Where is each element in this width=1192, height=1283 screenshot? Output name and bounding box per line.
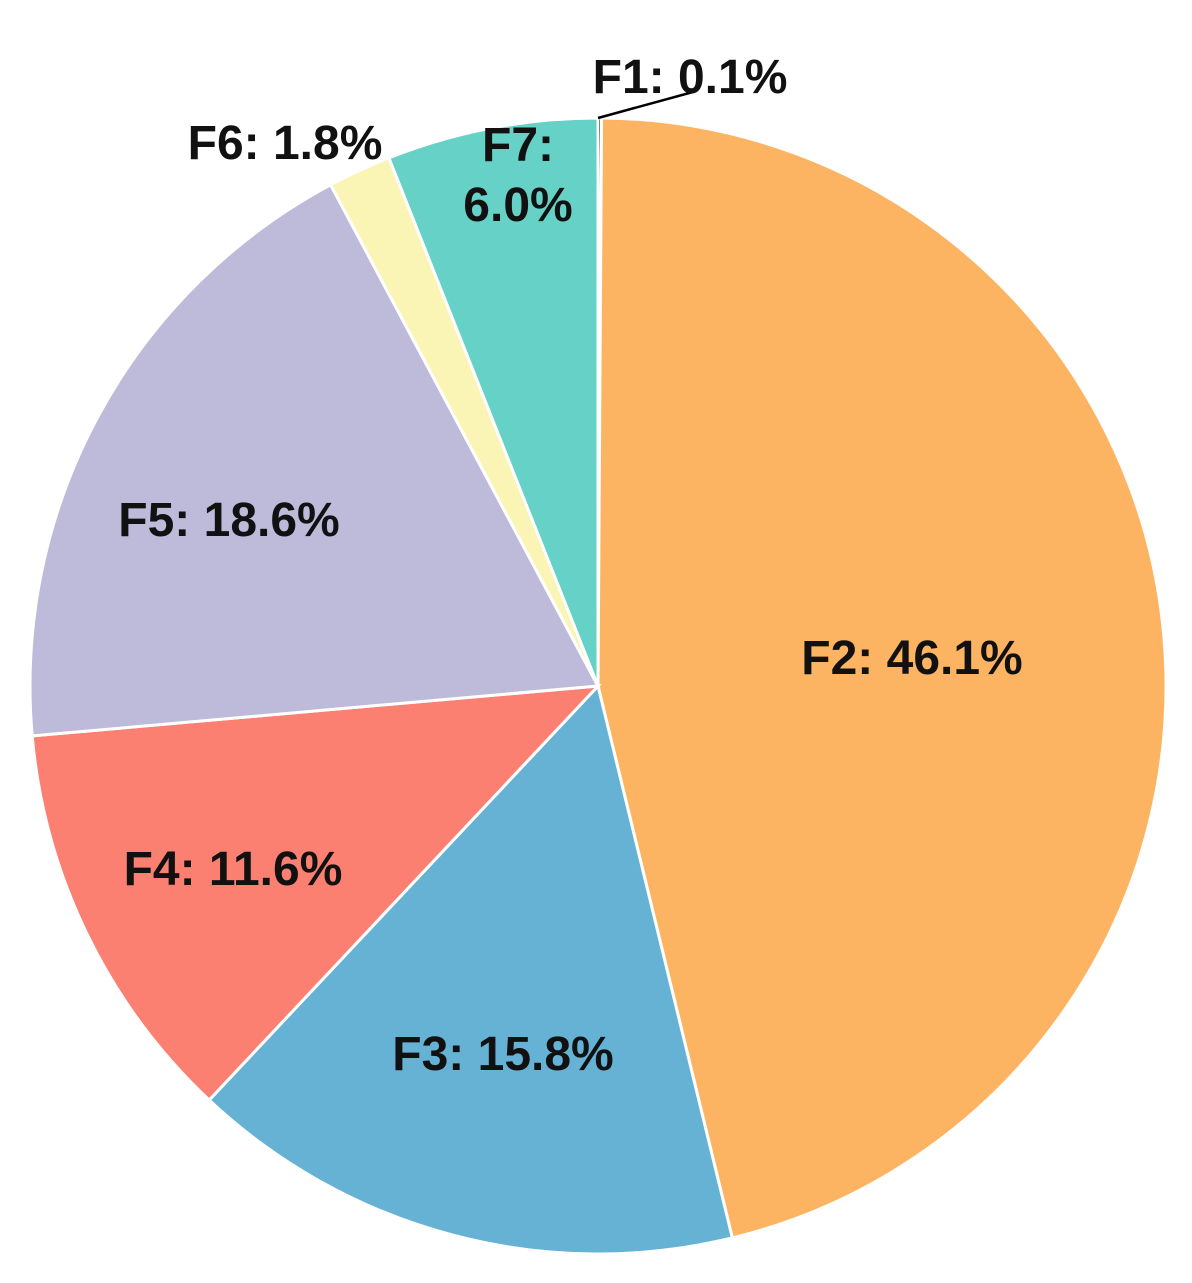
slice-label-line: F5: 18.6% xyxy=(118,494,339,547)
leader-line-f1 xyxy=(597,90,694,120)
slice-label-f6: F6: 1.8% xyxy=(188,117,383,170)
slice-label-f4: F4: 11.6% xyxy=(124,843,343,896)
pie-slice-f7 xyxy=(386,116,600,687)
slice-label-line: F2: 46.1% xyxy=(801,632,1022,685)
slice-label-f5: F5: 18.6% xyxy=(118,494,339,547)
pie-slice-f5 xyxy=(28,182,601,738)
pie-slice-f2 xyxy=(596,116,1168,1240)
pie-slice-f3 xyxy=(207,682,735,1256)
slice-label-line: F3: 15.8% xyxy=(392,1028,613,1081)
slice-labels: F1: 0.1% F2: 46.1% F3: 15.8% F4: 11.6% F5: 1… xyxy=(118,51,1022,1081)
slice-label-f3: F3: 15.8% xyxy=(392,1028,613,1081)
slice-label-line: F1: 0.1% xyxy=(593,51,788,104)
slice-label-line: F7: xyxy=(482,119,554,172)
slice-label-line: F4: 11.6% xyxy=(124,843,343,896)
pie-slices xyxy=(28,116,1168,1256)
slice-label-f7: F7: 6.0% xyxy=(463,119,572,232)
pie-slice-f4 xyxy=(30,684,602,1103)
slice-label-line: 6.0% xyxy=(463,179,572,232)
slice-label-f1: F1: 0.1% xyxy=(593,51,788,104)
slice-label-f2: F2: 46.1% xyxy=(801,632,1022,685)
slice-label-line: F6: 1.8% xyxy=(188,117,383,170)
leader-lines xyxy=(597,90,694,120)
